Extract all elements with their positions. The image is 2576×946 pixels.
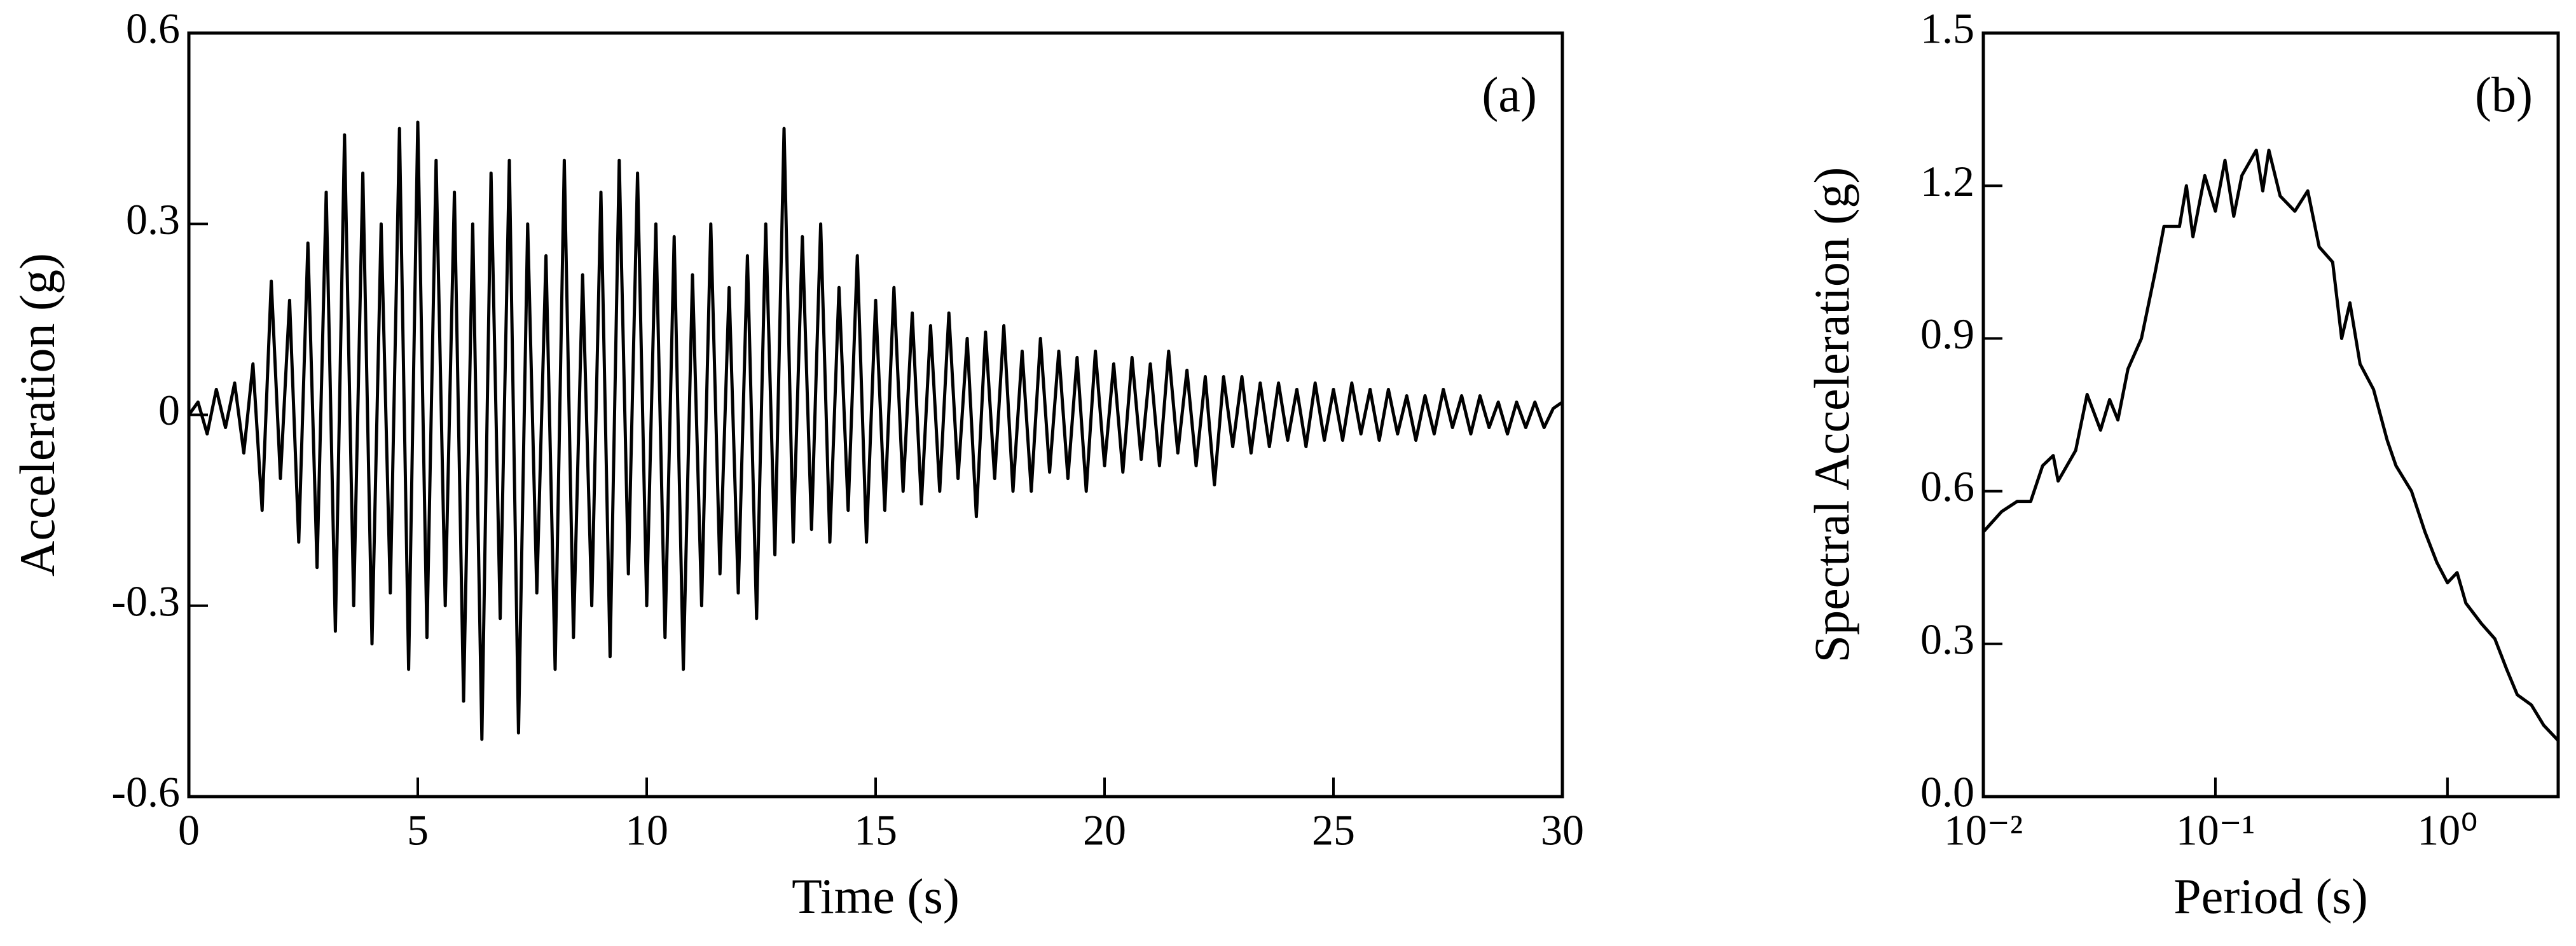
x-tick-label: 10 bbox=[625, 806, 668, 854]
y-tick-label: -0.3 bbox=[111, 577, 180, 625]
x-axis-label: Time (s) bbox=[792, 868, 960, 924]
x-tick-label: 30 bbox=[1541, 806, 1584, 854]
plot-frame bbox=[187, 31, 1564, 799]
y-tick-label: 1.5 bbox=[1920, 4, 1974, 53]
x-tick-label: 5 bbox=[407, 806, 429, 854]
y-tick-label: 0.6 bbox=[126, 4, 180, 53]
y-tick-label: 0.6 bbox=[1920, 462, 1974, 511]
x-tick-label: 15 bbox=[854, 806, 897, 854]
x-tick-label: 10⁰ bbox=[2417, 806, 2477, 854]
y-axis-label: Spectral Acceleration (g) bbox=[1804, 167, 1859, 663]
x-tick-label: 10⁻² bbox=[1944, 806, 2023, 854]
data-line bbox=[1982, 148, 2559, 742]
data-line bbox=[187, 120, 1564, 741]
y-tick-label: 0.3 bbox=[1920, 615, 1974, 663]
x-axis-label: Period (s) bbox=[2173, 868, 2367, 924]
panel-label: (b) bbox=[2475, 67, 2533, 122]
y-axis-label: Acceleration (g) bbox=[10, 253, 65, 577]
y-tick-label: 0.0 bbox=[1920, 768, 1974, 816]
y-tick-label: 0 bbox=[158, 386, 180, 434]
y-tick-label: -0.6 bbox=[111, 768, 180, 816]
x-tick-label: 20 bbox=[1083, 806, 1126, 854]
x-tick-label: 10⁻¹ bbox=[2176, 806, 2255, 854]
plot-frame bbox=[1981, 31, 2560, 799]
y-tick-label: 0.9 bbox=[1920, 310, 1974, 358]
x-tick-label: 0 bbox=[178, 806, 200, 854]
y-tick-label: 1.2 bbox=[1920, 157, 1974, 205]
y-tick-label: 0.3 bbox=[126, 195, 180, 243]
x-tick-label: 25 bbox=[1312, 806, 1355, 854]
panel-label: (a) bbox=[1482, 67, 1537, 122]
